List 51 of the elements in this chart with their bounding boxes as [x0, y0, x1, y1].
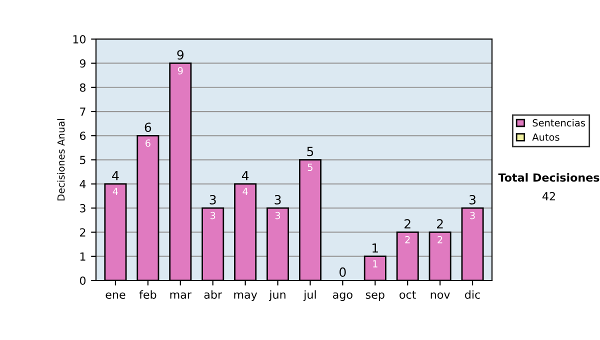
y-tick-label: 8	[80, 83, 86, 92]
total-label: 6	[144, 122, 152, 132]
data-label: 2	[438, 236, 442, 244]
total-label: 3	[274, 194, 281, 204]
x-tick-label: abr	[204, 290, 222, 299]
total-label: 2	[404, 219, 410, 228]
data-label: 4	[242, 188, 248, 195]
y-tick-label: 10	[73, 35, 86, 44]
legend-label: Autos	[532, 134, 560, 141]
x-tick-label: nov	[430, 292, 450, 299]
y-tick-label: 7	[80, 108, 86, 116]
data-label: 4	[112, 188, 118, 195]
x-tick-label: mar	[170, 292, 192, 299]
total-label: 5	[307, 146, 314, 156]
data-label: 6	[146, 139, 150, 147]
x-tick-label: dic	[465, 290, 480, 299]
text: 42	[542, 192, 555, 200]
total-label: 1	[372, 243, 378, 253]
data-label: 3	[210, 212, 216, 220]
y-tick-label: 0	[80, 276, 86, 285]
x-tick-label: may	[234, 292, 258, 301]
text: Total Decisiones	[498, 173, 600, 182]
y-axis-title: Decisiones Anual	[57, 119, 65, 200]
x-tick-label: sep	[366, 292, 384, 301]
data-label: 5	[308, 164, 312, 171]
total-label: 4	[242, 171, 249, 180]
y-tick-label: 1	[80, 252, 86, 261]
y-tick-label: 3	[80, 204, 86, 212]
total-label: 9	[177, 50, 184, 60]
x-tick-label: ene	[106, 292, 126, 299]
total-label: 0	[340, 267, 346, 277]
y-tick-label: 6	[80, 132, 86, 140]
total-label: 3	[210, 194, 216, 204]
x-tick-label: feb	[139, 290, 156, 299]
data-label: 1	[373, 260, 378, 268]
y-tick-label: 5	[80, 156, 86, 164]
x-tick-label: jul	[303, 290, 316, 301]
x-tick-label: ago	[333, 292, 352, 301]
data-label: 9	[178, 67, 183, 74]
x-tick-label: oct	[400, 290, 416, 299]
data-label: 2	[405, 236, 410, 244]
y-tick-label: 9	[80, 59, 86, 68]
data-label: 3	[275, 212, 280, 220]
total-label: 3	[470, 194, 476, 204]
total-label: 4	[112, 171, 119, 180]
x-tick-label: jun	[268, 290, 286, 301]
total-label: 2	[437, 219, 443, 228]
y-tick-label: 4	[80, 180, 86, 188]
legend-label: Sentencias	[532, 118, 586, 127]
y-tick-label: 2	[80, 228, 86, 236]
data-label: 3	[470, 212, 475, 220]
